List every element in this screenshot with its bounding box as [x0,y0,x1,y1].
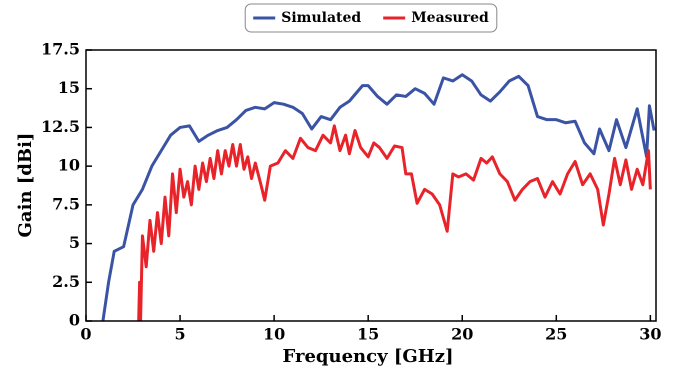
x-tick-label: 30 [639,325,661,344]
legend: Simulated Measured [244,3,498,33]
x-axis-label: Frequency [GHz] [283,346,454,367]
y-tick-label: 5 [69,233,80,252]
x-tick-label: 0 [80,325,91,344]
x-tick-label: 20 [451,325,473,344]
x-tick-label: 25 [545,325,567,344]
y-axis-label: Gain [dBi] [15,133,36,238]
y-tick-label: 17.5 [41,40,80,59]
x-tick-label: 10 [263,325,285,344]
series-line [137,124,652,321]
y-tick-label: 15 [58,78,80,97]
y-tick-label: 2.5 [52,272,80,291]
legend-label: Simulated [281,10,361,26]
y-tick-label: 12.5 [41,117,80,136]
y-tick-label: 7.5 [52,194,80,213]
legend-label: Measured [411,10,489,26]
y-tick-label: 0 [69,311,80,330]
legend-box [244,3,498,33]
x-tick-label: 5 [174,325,185,344]
plot-frame [85,49,657,322]
series-line [101,73,656,321]
x-tick-label: 15 [357,325,379,344]
y-tick-label: 10 [58,156,80,175]
